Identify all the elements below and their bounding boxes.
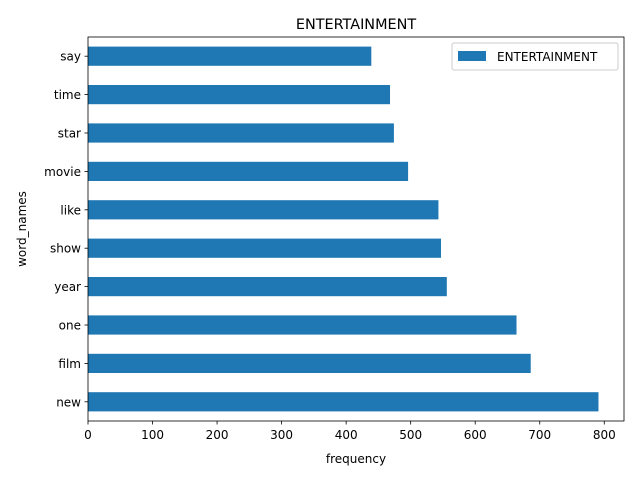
bar-say <box>88 46 372 66</box>
legend-frame <box>451 42 619 71</box>
y-tick-label: like <box>60 203 81 217</box>
bar-star <box>88 123 394 143</box>
chart-title: ENTERTAINMENT <box>296 17 416 33</box>
y-tick-label: say <box>60 50 81 64</box>
y-tick-label: star <box>58 127 81 141</box>
x-tick-label: 0 <box>84 428 92 442</box>
x-tick-label: 100 <box>141 428 164 442</box>
y-tick-label: show <box>50 242 81 256</box>
y-axis-label: word_names <box>15 191 29 267</box>
x-axis-label: frequency <box>326 452 386 466</box>
x-tick-label: 500 <box>399 428 422 442</box>
x-tick-label: 600 <box>464 428 487 442</box>
y-tick-label: year <box>54 280 81 294</box>
y-tick-label: movie <box>44 165 81 179</box>
x-tick-label: 200 <box>206 428 229 442</box>
y-tick-label: film <box>58 357 81 371</box>
y-tick-label: time <box>54 88 81 102</box>
x-tick-label: 700 <box>528 428 551 442</box>
x-tick-label: 800 <box>593 428 616 442</box>
bar-one <box>88 315 517 335</box>
x-axis-ticks: 0 100 200 300 400 500 600 700 800 <box>84 421 616 442</box>
plot-frame <box>87 36 625 422</box>
bars-layer <box>88 46 599 412</box>
bar-movie <box>88 161 409 181</box>
x-tick-label: 400 <box>335 428 358 442</box>
legend-swatch <box>458 51 486 61</box>
bar-year <box>88 277 447 297</box>
bar-show <box>88 238 442 258</box>
y-tick-label: one <box>59 319 81 333</box>
bar-like <box>88 200 439 220</box>
bar-film <box>88 353 531 373</box>
bar-new <box>88 392 599 412</box>
y-tick-label: new <box>56 395 81 409</box>
legend-label: ENTERTAINMENT <box>497 50 598 64</box>
y-axis-ticks: new film one year show like movie star time say <box>44 50 88 409</box>
legend: ENTERTAINMENT <box>451 42 619 71</box>
x-tick-label: 300 <box>270 428 293 442</box>
bar-time <box>88 85 391 105</box>
